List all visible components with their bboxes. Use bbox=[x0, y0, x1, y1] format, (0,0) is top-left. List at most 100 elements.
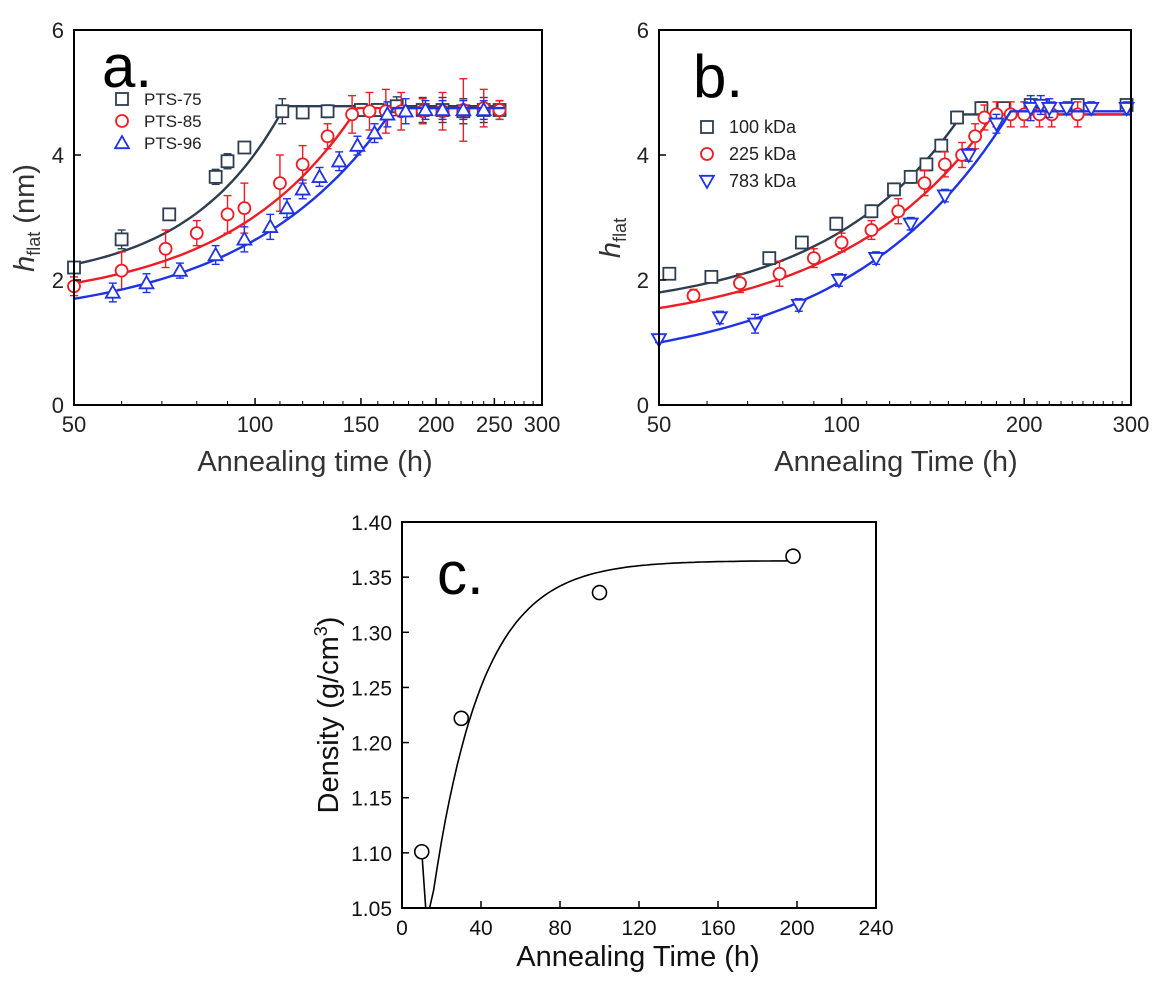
panel-b-y-label-h: h bbox=[595, 242, 627, 258]
data-point bbox=[1040, 102, 1058, 117]
panel-a-y-label-h: h bbox=[9, 256, 41, 272]
panel-c-y-label-sup: 3 bbox=[311, 626, 331, 636]
data-point bbox=[220, 207, 235, 222]
data-point bbox=[830, 273, 848, 289]
panel-a-ticks: 50 100 150 200 250 300 0 2 4 6 bbox=[52, 18, 561, 437]
data-point bbox=[273, 176, 287, 191]
data-point bbox=[295, 157, 310, 172]
data-point bbox=[790, 298, 808, 314]
data-point bbox=[1058, 102, 1076, 117]
panel-c-y-label-main: Density (g/cm bbox=[313, 636, 345, 813]
data-point bbox=[348, 136, 366, 152]
data-point bbox=[294, 180, 312, 196]
data-point bbox=[917, 176, 932, 191]
panel-b-frame bbox=[658, 29, 1132, 406]
y-tick-label: 6 bbox=[637, 18, 649, 43]
data-point bbox=[278, 199, 296, 215]
data-point bbox=[864, 223, 879, 237]
x-tick-label: 50 bbox=[62, 412, 86, 437]
y-tick-label: 2 bbox=[637, 268, 649, 293]
panel-a-y-label-sub: flat bbox=[24, 232, 44, 256]
x-tick-label: 50 bbox=[647, 412, 671, 437]
panel-c-ticks: 0 40 80 120 160 200 240 1.05 1.10 1.15 1.20 1.25 1.3… bbox=[351, 512, 893, 940]
y-tick-label: 1.35 bbox=[351, 567, 392, 590]
data-point bbox=[903, 169, 918, 184]
x-tick-label: 160 bbox=[700, 917, 735, 940]
legend-label: PTS-85 bbox=[144, 112, 202, 131]
legend-label: PTS-75 bbox=[144, 90, 202, 109]
data-point bbox=[138, 274, 155, 290]
data-point bbox=[235, 230, 253, 246]
data-point bbox=[704, 269, 719, 284]
y-tick-label: 1.40 bbox=[351, 512, 392, 535]
data-point bbox=[733, 276, 747, 291]
data-point bbox=[960, 148, 978, 164]
panel-b-y-axis-label: hflat bbox=[595, 218, 630, 258]
panel-a-legend: PTS-75 PTS-85 PTS-96 bbox=[113, 90, 202, 153]
data-point bbox=[902, 217, 920, 233]
data-point bbox=[207, 246, 225, 262]
data-point bbox=[936, 189, 954, 205]
data-point bbox=[891, 204, 906, 219]
data-point bbox=[220, 154, 235, 169]
data-point bbox=[937, 157, 952, 172]
legend-marker bbox=[115, 92, 129, 106]
data-point bbox=[162, 207, 177, 222]
x-tick-label: 250 bbox=[476, 412, 513, 437]
x-tick-label: 100 bbox=[823, 412, 860, 437]
panel-c-chart: 0 40 80 120 160 200 240 1.05 1.10 1.15 1.20 1.25 1.3… bbox=[311, 512, 894, 973]
data-point bbox=[864, 204, 879, 219]
data-point bbox=[261, 218, 279, 233]
data-point bbox=[934, 138, 949, 153]
panel-a-chart: 50 100 150 200 250 300 0 2 4 6 a. Annealing time … bbox=[9, 18, 560, 478]
legend-label: 783 kDa bbox=[729, 171, 797, 191]
data-point bbox=[968, 129, 983, 144]
y-tick-label: 1.05 bbox=[351, 898, 392, 921]
data-point bbox=[475, 101, 493, 117]
y-tick-label: 0 bbox=[52, 393, 64, 418]
data-point bbox=[785, 548, 801, 564]
panel-a-label: a. bbox=[102, 33, 152, 100]
y-tick-label: 1.15 bbox=[351, 788, 392, 811]
y-tick-label: 4 bbox=[637, 143, 649, 168]
data-point bbox=[275, 104, 290, 119]
data-point bbox=[114, 232, 129, 247]
data-point bbox=[114, 263, 129, 278]
data-point bbox=[413, 843, 430, 860]
x-tick-label: 300 bbox=[1113, 412, 1150, 437]
x-tick-label: 150 bbox=[343, 412, 380, 437]
panel-b-y-label-sub: flat bbox=[610, 218, 630, 242]
data-point bbox=[208, 169, 223, 184]
data-point bbox=[104, 283, 122, 299]
data-point bbox=[987, 117, 1005, 133]
data-point bbox=[189, 226, 204, 241]
data-point bbox=[345, 107, 359, 122]
data-point bbox=[378, 105, 396, 121]
data-point bbox=[834, 235, 849, 250]
data-point bbox=[237, 140, 252, 155]
panel-b-legend: 100 kDa 225 kDa 783 kDa bbox=[698, 117, 797, 191]
y-tick-label: 1.25 bbox=[351, 677, 392, 700]
legend-marker bbox=[698, 174, 716, 190]
y-tick-label: 2 bbox=[52, 268, 64, 293]
legend-marker bbox=[700, 147, 714, 161]
x-tick-label: 300 bbox=[524, 412, 561, 437]
data-point bbox=[171, 261, 189, 277]
data-point bbox=[591, 584, 608, 601]
data-point bbox=[887, 182, 901, 197]
y-tick-label: 1.10 bbox=[351, 843, 392, 866]
data-point bbox=[311, 168, 328, 183]
fit-line-1 bbox=[658, 113, 1131, 294]
panel-b-ticks: 50 100 200 300 0 2 4 6 bbox=[637, 18, 1150, 437]
x-tick-label: 120 bbox=[621, 917, 656, 940]
legend-marker bbox=[115, 114, 129, 128]
legend-marker bbox=[113, 134, 131, 150]
legend-marker bbox=[700, 120, 714, 134]
panel-a-y-axis-label: hflat (nm) bbox=[9, 164, 44, 272]
x-tick-label: 100 bbox=[237, 412, 274, 437]
fit-curve bbox=[421, 560, 793, 909]
data-point bbox=[434, 101, 451, 117]
data-point bbox=[711, 311, 729, 327]
legend-label: 225 kDa bbox=[729, 144, 797, 164]
data-point bbox=[829, 216, 844, 231]
